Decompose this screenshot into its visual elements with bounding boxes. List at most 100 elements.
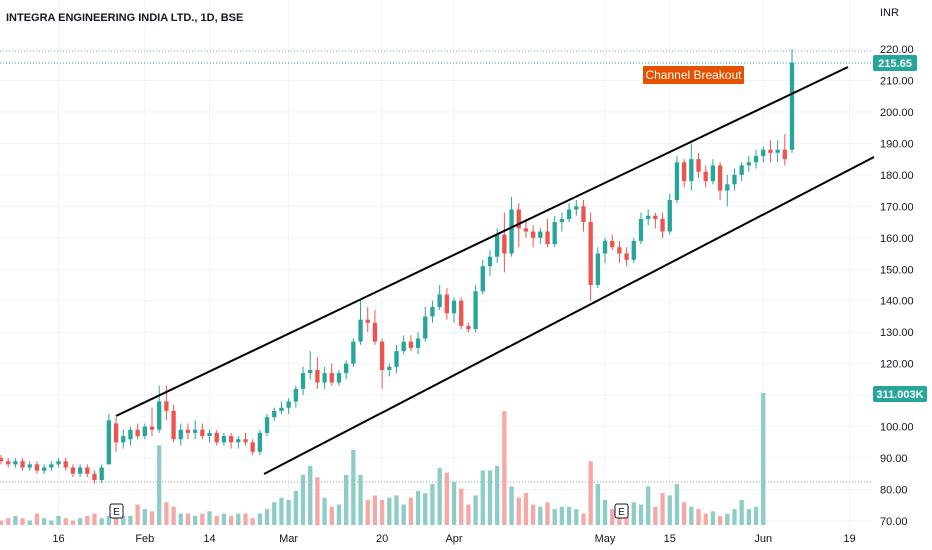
candle[interactable]: [358, 300, 363, 345]
candle[interactable]: [523, 218, 529, 238]
candle[interactable]: [430, 300, 435, 323]
candle[interactable]: [214, 429, 219, 446]
candle[interactable]: [286, 398, 291, 415]
candle[interactable]: [559, 212, 565, 232]
candle[interactable]: [257, 429, 263, 455]
candle[interactable]: [660, 212, 665, 238]
candle[interactable]: [530, 225, 536, 248]
candle[interactable]: [200, 423, 205, 440]
candle[interactable]: [717, 162, 723, 201]
candle[interactable]: [466, 322, 471, 333]
candle[interactable]: [459, 297, 464, 330]
candle[interactable]: [185, 423, 191, 440]
candle[interactable]: [279, 401, 284, 415]
candle[interactable]: [566, 203, 572, 223]
candle[interactable]: [149, 407, 155, 437]
candle[interactable]: [70, 464, 76, 477]
candle[interactable]: [207, 429, 212, 443]
candle[interactable]: [300, 366, 306, 396]
candle[interactable]: [171, 404, 176, 443]
candle[interactable]: [789, 49, 795, 153]
candle[interactable]: [768, 140, 773, 163]
candle[interactable]: [92, 470, 97, 484]
candle[interactable]: [689, 143, 694, 191]
candle[interactable]: [545, 218, 550, 248]
candle[interactable]: [646, 209, 651, 226]
annotation-box[interactable]: [643, 66, 744, 84]
candle[interactable]: [401, 335, 406, 355]
candle[interactable]: [423, 307, 428, 342]
candle[interactable]: [581, 200, 586, 232]
candle[interactable]: [710, 159, 716, 185]
candle[interactable]: [408, 335, 414, 352]
candle[interactable]: [437, 285, 442, 311]
candle[interactable]: [782, 133, 787, 166]
candle[interactable]: [13, 458, 18, 468]
candle[interactable]: [121, 429, 126, 449]
candle[interactable]: [761, 146, 766, 163]
candle[interactable]: [128, 426, 133, 446]
candle[interactable]: [27, 461, 32, 471]
candle[interactable]: [552, 215, 557, 248]
candle[interactable]: [329, 363, 334, 386]
candle[interactable]: [610, 234, 615, 251]
candle[interactable]: [6, 458, 11, 468]
candle[interactable]: [49, 461, 54, 471]
candle[interactable]: [336, 369, 342, 386]
candle[interactable]: [451, 297, 457, 323]
candle[interactable]: [696, 152, 701, 179]
candle[interactable]: [667, 193, 672, 235]
candle[interactable]: [236, 436, 241, 449]
candle[interactable]: [250, 439, 255, 455]
candle[interactable]: [264, 414, 270, 437]
candle[interactable]: [135, 423, 140, 440]
candle[interactable]: [63, 458, 68, 471]
candle[interactable]: [243, 432, 248, 446]
candle[interactable]: [617, 240, 622, 263]
candle[interactable]: [674, 155, 680, 204]
candle[interactable]: [725, 174, 730, 207]
candle[interactable]: [602, 237, 608, 263]
candle[interactable]: [85, 464, 90, 477]
candle[interactable]: [487, 250, 493, 276]
earnings-marker[interactable]: E: [109, 503, 124, 519]
candle[interactable]: [0, 454, 4, 465]
candle[interactable]: [228, 432, 234, 449]
candle[interactable]: [394, 344, 399, 374]
candle[interactable]: [365, 307, 370, 333]
candle[interactable]: [653, 212, 658, 229]
candle[interactable]: [178, 423, 183, 446]
candle[interactable]: [538, 228, 543, 245]
candle[interactable]: [344, 360, 349, 380]
candle[interactable]: [732, 168, 737, 191]
candle[interactable]: [322, 366, 327, 389]
candle[interactable]: [595, 247, 601, 289]
candle[interactable]: [746, 155, 752, 172]
channel-upper-line[interactable]: [115, 66, 849, 417]
candle[interactable]: [516, 203, 521, 248]
channel-lower-line[interactable]: [263, 156, 875, 475]
candle[interactable]: [293, 385, 298, 408]
candle[interactable]: [351, 338, 356, 367]
candle[interactable]: [56, 458, 61, 468]
candle[interactable]: [681, 159, 687, 188]
candle[interactable]: [753, 149, 759, 169]
candle[interactable]: [775, 140, 780, 163]
candle[interactable]: [272, 407, 277, 421]
candle[interactable]: [703, 165, 708, 188]
candle[interactable]: [444, 288, 449, 320]
candle[interactable]: [157, 385, 162, 433]
candle[interactable]: [221, 432, 227, 446]
candle[interactable]: [739, 162, 744, 182]
candle[interactable]: [315, 357, 320, 389]
candle[interactable]: [588, 212, 593, 301]
candle[interactable]: [20, 458, 25, 471]
candle[interactable]: [41, 464, 47, 474]
candle[interactable]: [631, 237, 636, 263]
candle[interactable]: [372, 310, 378, 345]
candle[interactable]: [113, 417, 119, 452]
candle[interactable]: [387, 363, 392, 377]
time-axis[interactable]: 16 Feb 14 Mar 20 Apr May 15 Jun 19: [52, 533, 855, 545]
candle[interactable]: [106, 414, 112, 465]
